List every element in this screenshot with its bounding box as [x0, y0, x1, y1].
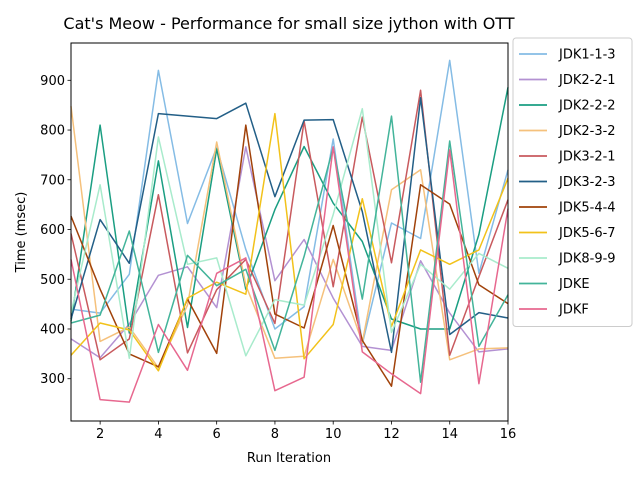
x-tick-label: 10 [325, 427, 342, 442]
plot-frame [70, 42, 509, 422]
legend-label-JDK2-3-2: JDK2-3-2 [558, 124, 616, 139]
y-tick-label: 700 [40, 173, 65, 188]
series-line-JDK2-2-1 [70, 146, 509, 359]
y-tick-label: 400 [40, 322, 65, 337]
x-axis-label: Run Iteration [247, 451, 331, 466]
y-axis: 300 400 500 600 700 800 900 [40, 74, 71, 387]
series-line-JDKE [70, 115, 509, 383]
x-tick-label: 14 [441, 427, 458, 442]
legend-box [512, 37, 633, 327]
x-tick-label: 12 [383, 427, 400, 442]
x-tick-label: 6 [213, 427, 221, 442]
legend-label-JDKE: JDKE [558, 277, 590, 292]
legend-label-JDK3-2-3: JDK3-2-3 [558, 175, 616, 190]
legend-label-JDK2-2-1: JDK2-2-1 [558, 73, 616, 88]
legend: JDK1-1-3 JDK2-2-1 JDK2-2-2 JDK2-3-2 JDK3-2-1… [512, 37, 633, 327]
y-tick-label: 300 [40, 372, 65, 387]
x-tick-label: 2 [96, 427, 104, 442]
x-axis: 2 4 6 8 10 12 14 16 [96, 421, 516, 442]
plot-lines [70, 59, 509, 403]
legend-label-JDKF: JDKF [558, 303, 589, 318]
legend-label-JDK5-4-4: JDK5-4-4 [558, 201, 616, 216]
y-tick-label: 900 [40, 74, 65, 89]
legend-label-JDK3-2-1: JDK3-2-1 [558, 150, 616, 165]
y-tick-label: 500 [40, 273, 65, 288]
legend-label-JDK8-9-9: JDK8-9-9 [558, 252, 616, 267]
y-tick-label: 600 [40, 223, 65, 238]
series-line-JDK3-2-3 [70, 96, 509, 354]
series-line-JDK5-4-4 [70, 124, 509, 387]
legend-label-JDK5-6-7: JDK5-6-7 [558, 226, 616, 241]
x-tick-label: 8 [271, 427, 279, 442]
x-tick-label: 16 [500, 427, 517, 442]
series-line-JDK1-1-3 [70, 59, 509, 345]
legend-label-JDK1-1-3: JDK1-1-3 [558, 48, 616, 63]
series-line-JDK3-2-1 [70, 89, 509, 361]
legend-label-JDK2-2-2: JDK2-2-2 [558, 99, 616, 114]
chart-title: Cat's Meow - Performance for small size … [63, 14, 514, 33]
y-tick-label: 800 [40, 124, 65, 139]
series-line-JDK5-6-7 [70, 112, 509, 372]
y-axis-label: Time (msec) [14, 192, 29, 274]
x-tick-label: 4 [154, 427, 162, 442]
series-line-JDKF [70, 146, 509, 403]
